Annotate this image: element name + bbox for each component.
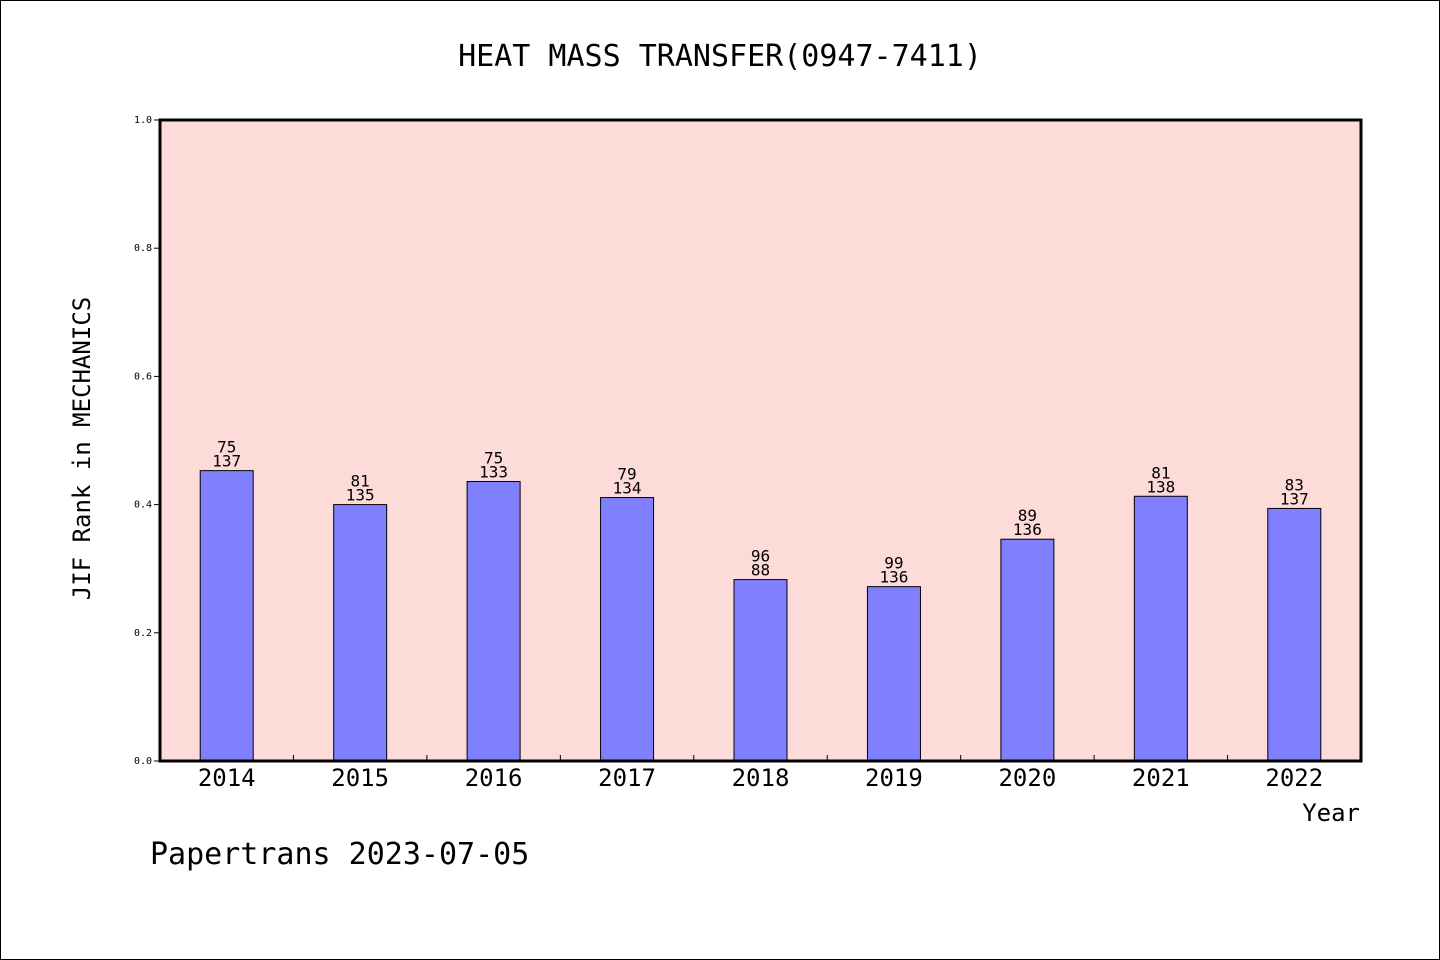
bar xyxy=(1000,538,1055,762)
plot-border xyxy=(158,118,1363,763)
bar-total-label: 135 xyxy=(346,486,375,505)
bar xyxy=(1133,495,1188,762)
bar-total-label: 134 xyxy=(613,479,642,498)
chart-title: HEAT MASS TRANSFER(0947-7411) xyxy=(458,39,982,74)
x-tick-label: 2020 xyxy=(998,764,1056,792)
bar-rank-label: 81 xyxy=(1151,463,1170,482)
bar-total-label: 137 xyxy=(1280,489,1309,508)
bar xyxy=(733,579,788,762)
bar-rank-label: 83 xyxy=(1285,475,1304,494)
y-tick-label: 0.0 xyxy=(134,756,152,767)
footer-credit: Papertrans 2023-07-05 xyxy=(150,837,529,872)
bar-total-label: 138 xyxy=(1146,477,1175,496)
y-tick-label: 0.4 xyxy=(134,500,152,511)
x-tick-label: 2018 xyxy=(732,764,790,792)
y-tick-label: 0.6 xyxy=(134,371,152,382)
bar-total-label: 136 xyxy=(879,568,908,587)
x-tick-label: 2022 xyxy=(1265,764,1323,792)
y-tick-label: 0.2 xyxy=(134,628,152,639)
y-tick-label: 0.8 xyxy=(134,243,152,254)
y-tick-label: 1.0 xyxy=(134,115,152,126)
bar xyxy=(866,586,921,762)
bar-rank-label: 79 xyxy=(617,465,636,484)
bar-total-label: 133 xyxy=(479,463,508,482)
bar-rank-label: 75 xyxy=(484,449,503,468)
bar-rank-label: 81 xyxy=(351,472,370,491)
bar-total-label: 88 xyxy=(751,561,770,580)
bar xyxy=(1267,507,1322,762)
x-tick-label: 2016 xyxy=(465,764,523,792)
bar xyxy=(333,504,388,762)
x-tick-label: 2019 xyxy=(865,764,923,792)
bar xyxy=(600,497,655,762)
x-axis-label: Year xyxy=(1302,799,1360,827)
y-axis-ticks: 0.0 0.2 0.4 0.6 0.8 1.0 xyxy=(134,115,160,767)
x-tick-label: 2021 xyxy=(1132,764,1190,792)
y-axis-label: JIF Rank in MECHANICS xyxy=(68,297,96,600)
bar-total-label: 136 xyxy=(1013,520,1042,539)
bar-total-label: 137 xyxy=(212,452,241,471)
x-tick-label: 2017 xyxy=(598,764,656,792)
bar xyxy=(466,481,521,762)
bar-rank-label: 75 xyxy=(217,438,236,457)
bar-rank-label: 96 xyxy=(751,547,770,566)
x-tick-label: 2014 xyxy=(198,764,256,792)
bar xyxy=(199,470,254,762)
bar-rank-label: 89 xyxy=(1018,506,1037,525)
x-axis-ticks: 2014 2015 2016 2017 2018 2019 2020 2021 2022 xyxy=(198,755,1323,792)
x-tick-label: 2015 xyxy=(331,764,389,792)
bar-rank-label: 99 xyxy=(884,554,903,573)
